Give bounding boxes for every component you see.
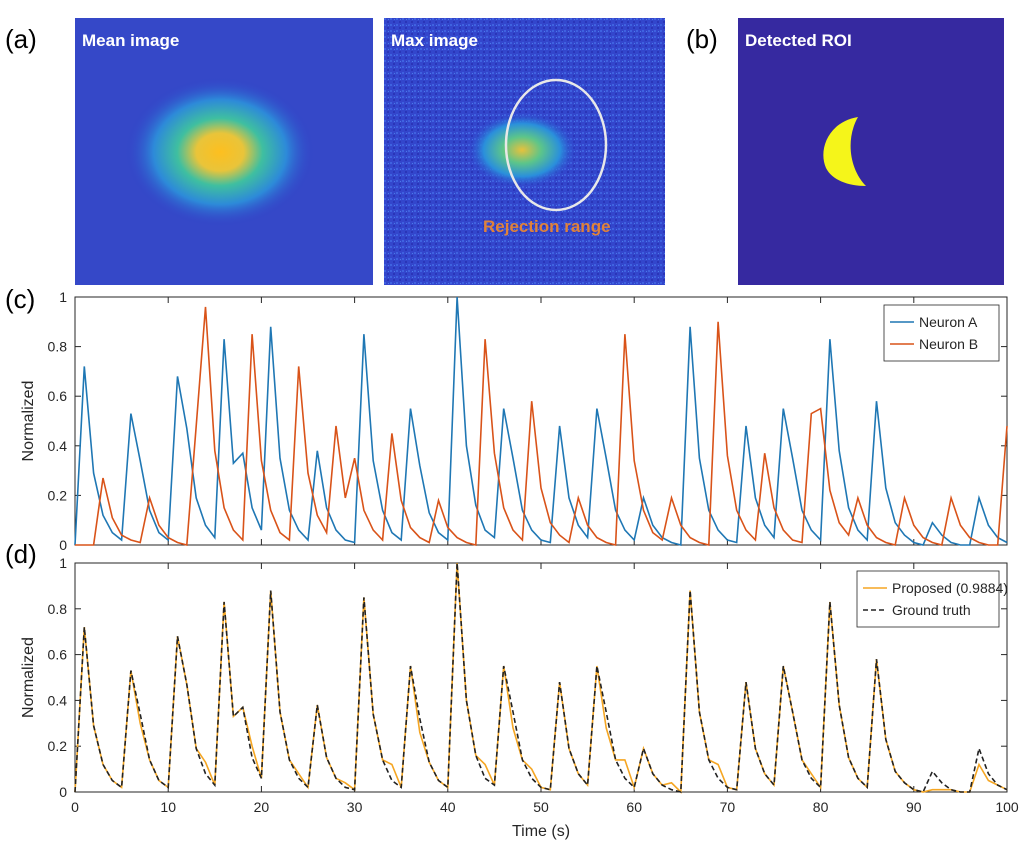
panel-label: (a) — [5, 24, 37, 54]
image-title: Max image — [391, 31, 478, 50]
x-tick-label: 10 — [160, 799, 176, 815]
x-axis-label: Time (s) — [512, 823, 570, 840]
x-tick-label: 70 — [720, 799, 736, 815]
legend-label: Neuron B — [919, 336, 978, 352]
y-tick-label: 0.4 — [48, 438, 68, 454]
roi-image — [738, 18, 1004, 285]
legend-label: Proposed (0.9884) — [892, 580, 1008, 596]
y-tick-label: 0.8 — [48, 339, 68, 355]
panel-label: (b) — [686, 24, 718, 54]
y-tick-label: 0 — [59, 537, 67, 553]
x-tick-label: 0 — [71, 799, 79, 815]
rejection-label: Rejection range — [483, 217, 611, 236]
image-title: Mean image — [82, 31, 179, 50]
panel-label: (d) — [5, 539, 37, 569]
max-blob — [467, 112, 577, 188]
y-tick-label: 0.2 — [48, 738, 68, 754]
y-tick-label: 0 — [59, 784, 67, 800]
x-tick-label: 100 — [995, 799, 1019, 815]
y-tick-label: 1 — [59, 289, 67, 305]
figure: (a) Mean image Max image Rejection range… — [0, 0, 1026, 847]
y-axis-label: Normalized — [20, 381, 37, 462]
x-tick-label: 30 — [347, 799, 363, 815]
mean-blob — [125, 77, 315, 227]
x-tick-label: 90 — [906, 799, 922, 815]
x-tick-label: 80 — [813, 799, 829, 815]
legend-label: Ground truth — [892, 602, 971, 618]
image-title: Detected ROI — [745, 31, 852, 50]
y-tick-label: 0.6 — [48, 647, 68, 663]
x-tick-label: 20 — [254, 799, 270, 815]
y-tick-label: 0.6 — [48, 388, 68, 404]
legend-label: Neuron A — [919, 314, 978, 330]
y-tick-label: 0.4 — [48, 692, 68, 708]
y-tick-label: 0.8 — [48, 601, 68, 617]
x-tick-label: 40 — [440, 799, 456, 815]
plot-area — [75, 297, 1007, 545]
y-axis-label: Normalized — [20, 637, 37, 718]
y-tick-label: 0.2 — [48, 487, 68, 503]
panel-label: (c) — [5, 284, 35, 314]
x-tick-label: 60 — [626, 799, 642, 815]
x-tick-label: 50 — [533, 799, 549, 815]
y-tick-label: 1 — [59, 555, 67, 571]
